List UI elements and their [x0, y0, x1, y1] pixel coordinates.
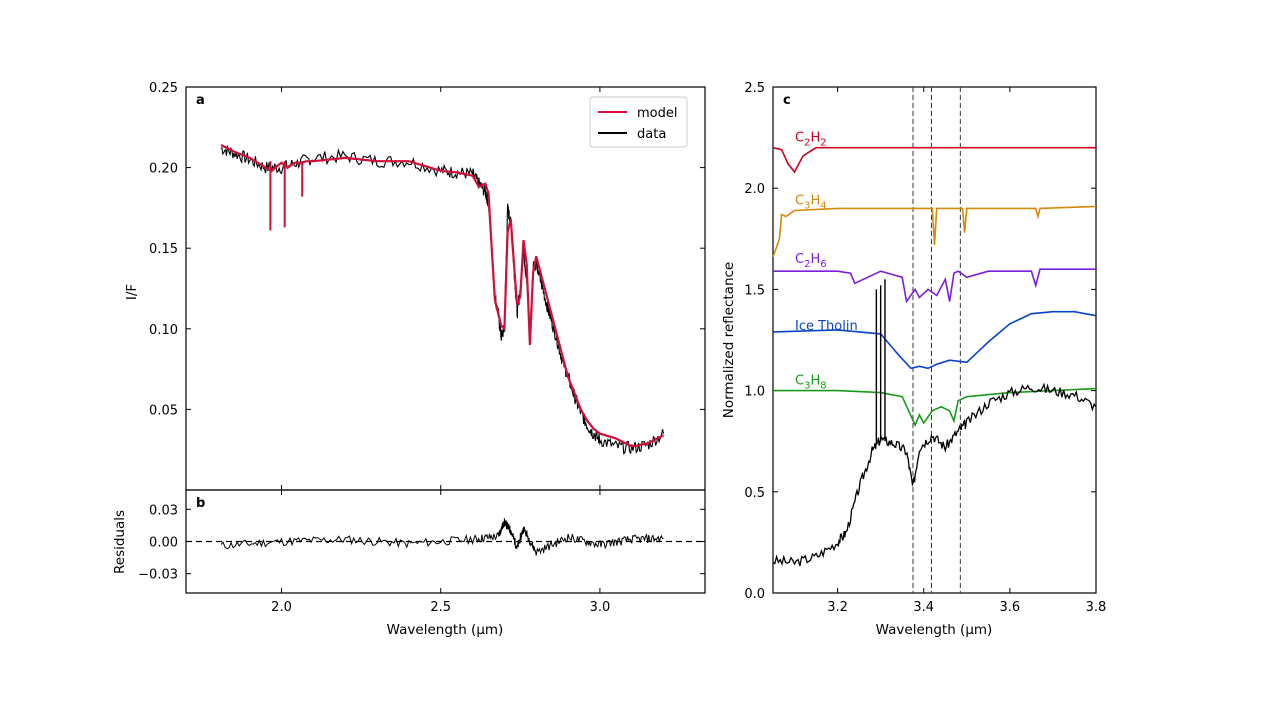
- panel-b: b 0.03 0.00 −0.03 2.0 2.5 3.0 Residuals Wave…: [112, 489, 706, 638]
- legend-data-label: data: [637, 127, 666, 142]
- series-c2h6-line: [773, 268, 1096, 304]
- panel-c-xlabel: Wavelength (μm): [876, 622, 993, 638]
- series-ice-tholin-line: [772, 310, 1097, 370]
- x-tick-label: 3.4: [913, 600, 934, 615]
- y-tick-label: 0.03: [149, 503, 178, 518]
- panel-b-xlabel: Wavelength (μm): [387, 622, 504, 638]
- y-tick-label: 0.15: [149, 242, 178, 257]
- panel-c-series: [772, 146, 1097, 567]
- panel-c-reference-lines: [912, 87, 961, 593]
- panel-c-species-labels: C2H2 C3H4 C2H6 Ice Tholin C3H8: [795, 131, 858, 392]
- species-label-c2h6: C2H6: [795, 252, 827, 270]
- x-tick-label: 2.5: [430, 600, 451, 615]
- species-label-c3h8: C3H8: [795, 373, 827, 391]
- x-tick-label: 3.8: [1086, 600, 1107, 615]
- series-c3h8-line: [773, 387, 1097, 427]
- panel-c-frame: [772, 86, 1097, 594]
- panel-c-label: c: [783, 93, 791, 108]
- series-model-line: [220, 144, 665, 448]
- y-tick-label: 2.5: [744, 81, 765, 96]
- panel-c-y-ticks: 0.0 0.5 1.0 1.5 2.0 2.5: [744, 81, 1096, 602]
- species-label-c2h2: C2H2: [795, 131, 827, 149]
- panel-b-series: [186, 518, 705, 556]
- series-residuals-line: [220, 518, 664, 556]
- y-tick-label: 1.5: [744, 283, 765, 298]
- y-tick-label: 1.0: [744, 385, 765, 400]
- y-tick-label: 0.05: [149, 403, 178, 418]
- y-tick-label: 0.0: [744, 587, 765, 602]
- panel-b-y-ticks: 0.03 0.00 −0.03: [138, 503, 705, 583]
- series-data-line: [220, 145, 665, 455]
- species-label-ice-tholin: Ice Tholin: [795, 319, 858, 334]
- x-tick-label: 3.0: [590, 600, 611, 615]
- y-tick-label: 0.25: [149, 81, 178, 96]
- panel-a-series: [220, 144, 665, 455]
- panel-a-label: a: [196, 93, 205, 108]
- y-tick-label: 2.0: [744, 182, 765, 197]
- y-tick-label: 0.20: [149, 162, 178, 177]
- x-tick-label: 3.2: [827, 600, 848, 615]
- y-tick-label: −0.03: [138, 568, 178, 583]
- panel-a: a 0.05 0.10 0.15 0.20 0.25 I/F model data: [124, 81, 706, 491]
- y-tick-label: 0.5: [744, 486, 765, 501]
- series-c3h4-line: [772, 205, 1097, 258]
- species-label-c3h4: C3H4: [795, 193, 827, 211]
- panel-c-x-ticks: 3.2 3.4 3.6 3.8: [827, 87, 1106, 615]
- panel-c: c 0.0 0.5 1.0 1.5 2.0 2.5 3.2 3.4 3.6 3.8 C2H2 C3…: [721, 81, 1106, 638]
- panel-c-ylabel: Normalized reflectance: [721, 262, 737, 419]
- panel-b-ylabel: Residuals: [112, 510, 128, 574]
- panel-a-ylabel: I/F: [124, 284, 140, 300]
- panel-b-x-ticks: 2.0 2.5 3.0: [271, 490, 610, 615]
- panel-b-label: b: [196, 496, 205, 511]
- x-tick-label: 3.6: [1000, 600, 1021, 615]
- legend-box: [589, 96, 688, 148]
- x-tick-label: 2.0: [271, 600, 292, 615]
- series-data-line: [772, 382, 1097, 567]
- panel-a-y-ticks: 0.05 0.10 0.15 0.20 0.25: [149, 81, 705, 490]
- y-tick-label: 0.10: [149, 323, 178, 338]
- y-tick-label: 0.00: [149, 536, 178, 551]
- legend-model-label: model: [637, 106, 677, 121]
- panel-a-legend: model data: [589, 96, 688, 148]
- series-c2h2-line: [772, 146, 1096, 174]
